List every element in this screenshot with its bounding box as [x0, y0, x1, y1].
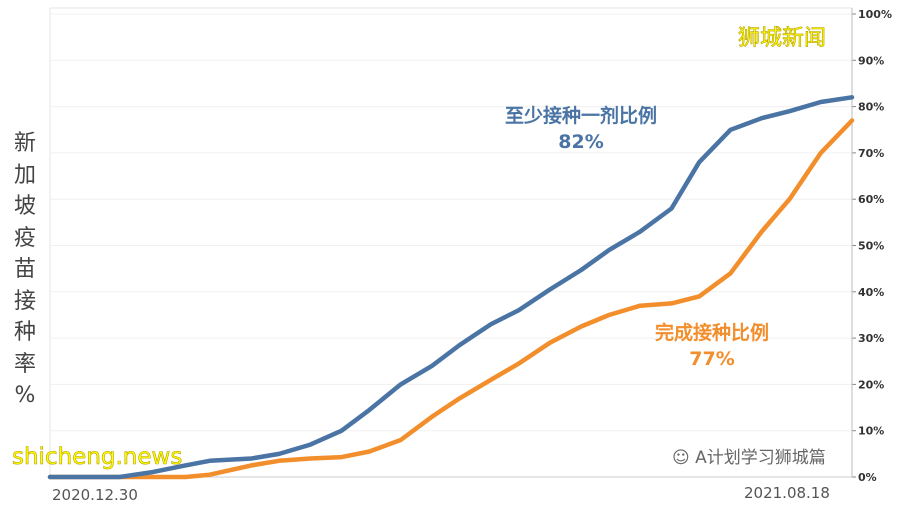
y-axis-title-char: 种	[13, 320, 36, 345]
y-axis-title-char: 疫	[13, 225, 36, 251]
y-tick-label: 50%	[858, 240, 884, 253]
wechat-text: A计划学习狮城篇	[695, 448, 826, 468]
y-axis-title-char: 苗	[13, 257, 36, 282]
watermark-bottom-left: shicheng.news	[12, 444, 183, 471]
series-name: 完成接种比例	[655, 322, 770, 344]
series-label-fully-vaccinated: 完成接种比例 77%	[655, 320, 769, 372]
series-line	[47, 118, 855, 480]
series-line	[47, 95, 855, 480]
y-tick-label: 0%	[858, 471, 877, 484]
y-tick-label: 80%	[858, 101, 884, 114]
y-axis-title-char: 加	[13, 162, 36, 188]
y-tick-label: 90%	[858, 54, 884, 67]
y-axis-title-char: 新	[13, 131, 36, 156]
wechat-watermark: ☺ A计划学习狮城篇	[672, 448, 826, 468]
y-tick-label: 60%	[858, 193, 884, 206]
y-axis-title-char: 率	[13, 351, 36, 377]
y-tick-label: 10%	[858, 425, 884, 438]
y-tick-label: 40%	[858, 286, 884, 299]
series-label-first-dose: 至少接种一剂比例 82%	[505, 103, 657, 155]
y-tick-label: 30%	[858, 332, 884, 345]
series-name: 至少接种一剂比例	[505, 105, 658, 127]
y-tick-label: 70%	[858, 147, 884, 160]
wechat-icon: ☺	[672, 448, 690, 468]
y-axis-title-char: 坡	[13, 194, 36, 219]
series-value: 82%	[558, 131, 604, 153]
y-axis-title-char: %	[14, 383, 36, 408]
watermark-top-right: 狮城新闻	[738, 26, 827, 52]
x-tick-end: 2021.08.18	[744, 484, 830, 502]
y-axis-title-char: 接	[13, 288, 36, 314]
y-tick-label: 100%	[858, 8, 892, 21]
x-tick-start: 2020.12.30	[52, 486, 138, 504]
y-axis-title: 新加坡疫苗接种率%	[10, 128, 40, 412]
series-value: 77%	[689, 348, 735, 370]
y-tick-label: 20%	[858, 378, 884, 391]
